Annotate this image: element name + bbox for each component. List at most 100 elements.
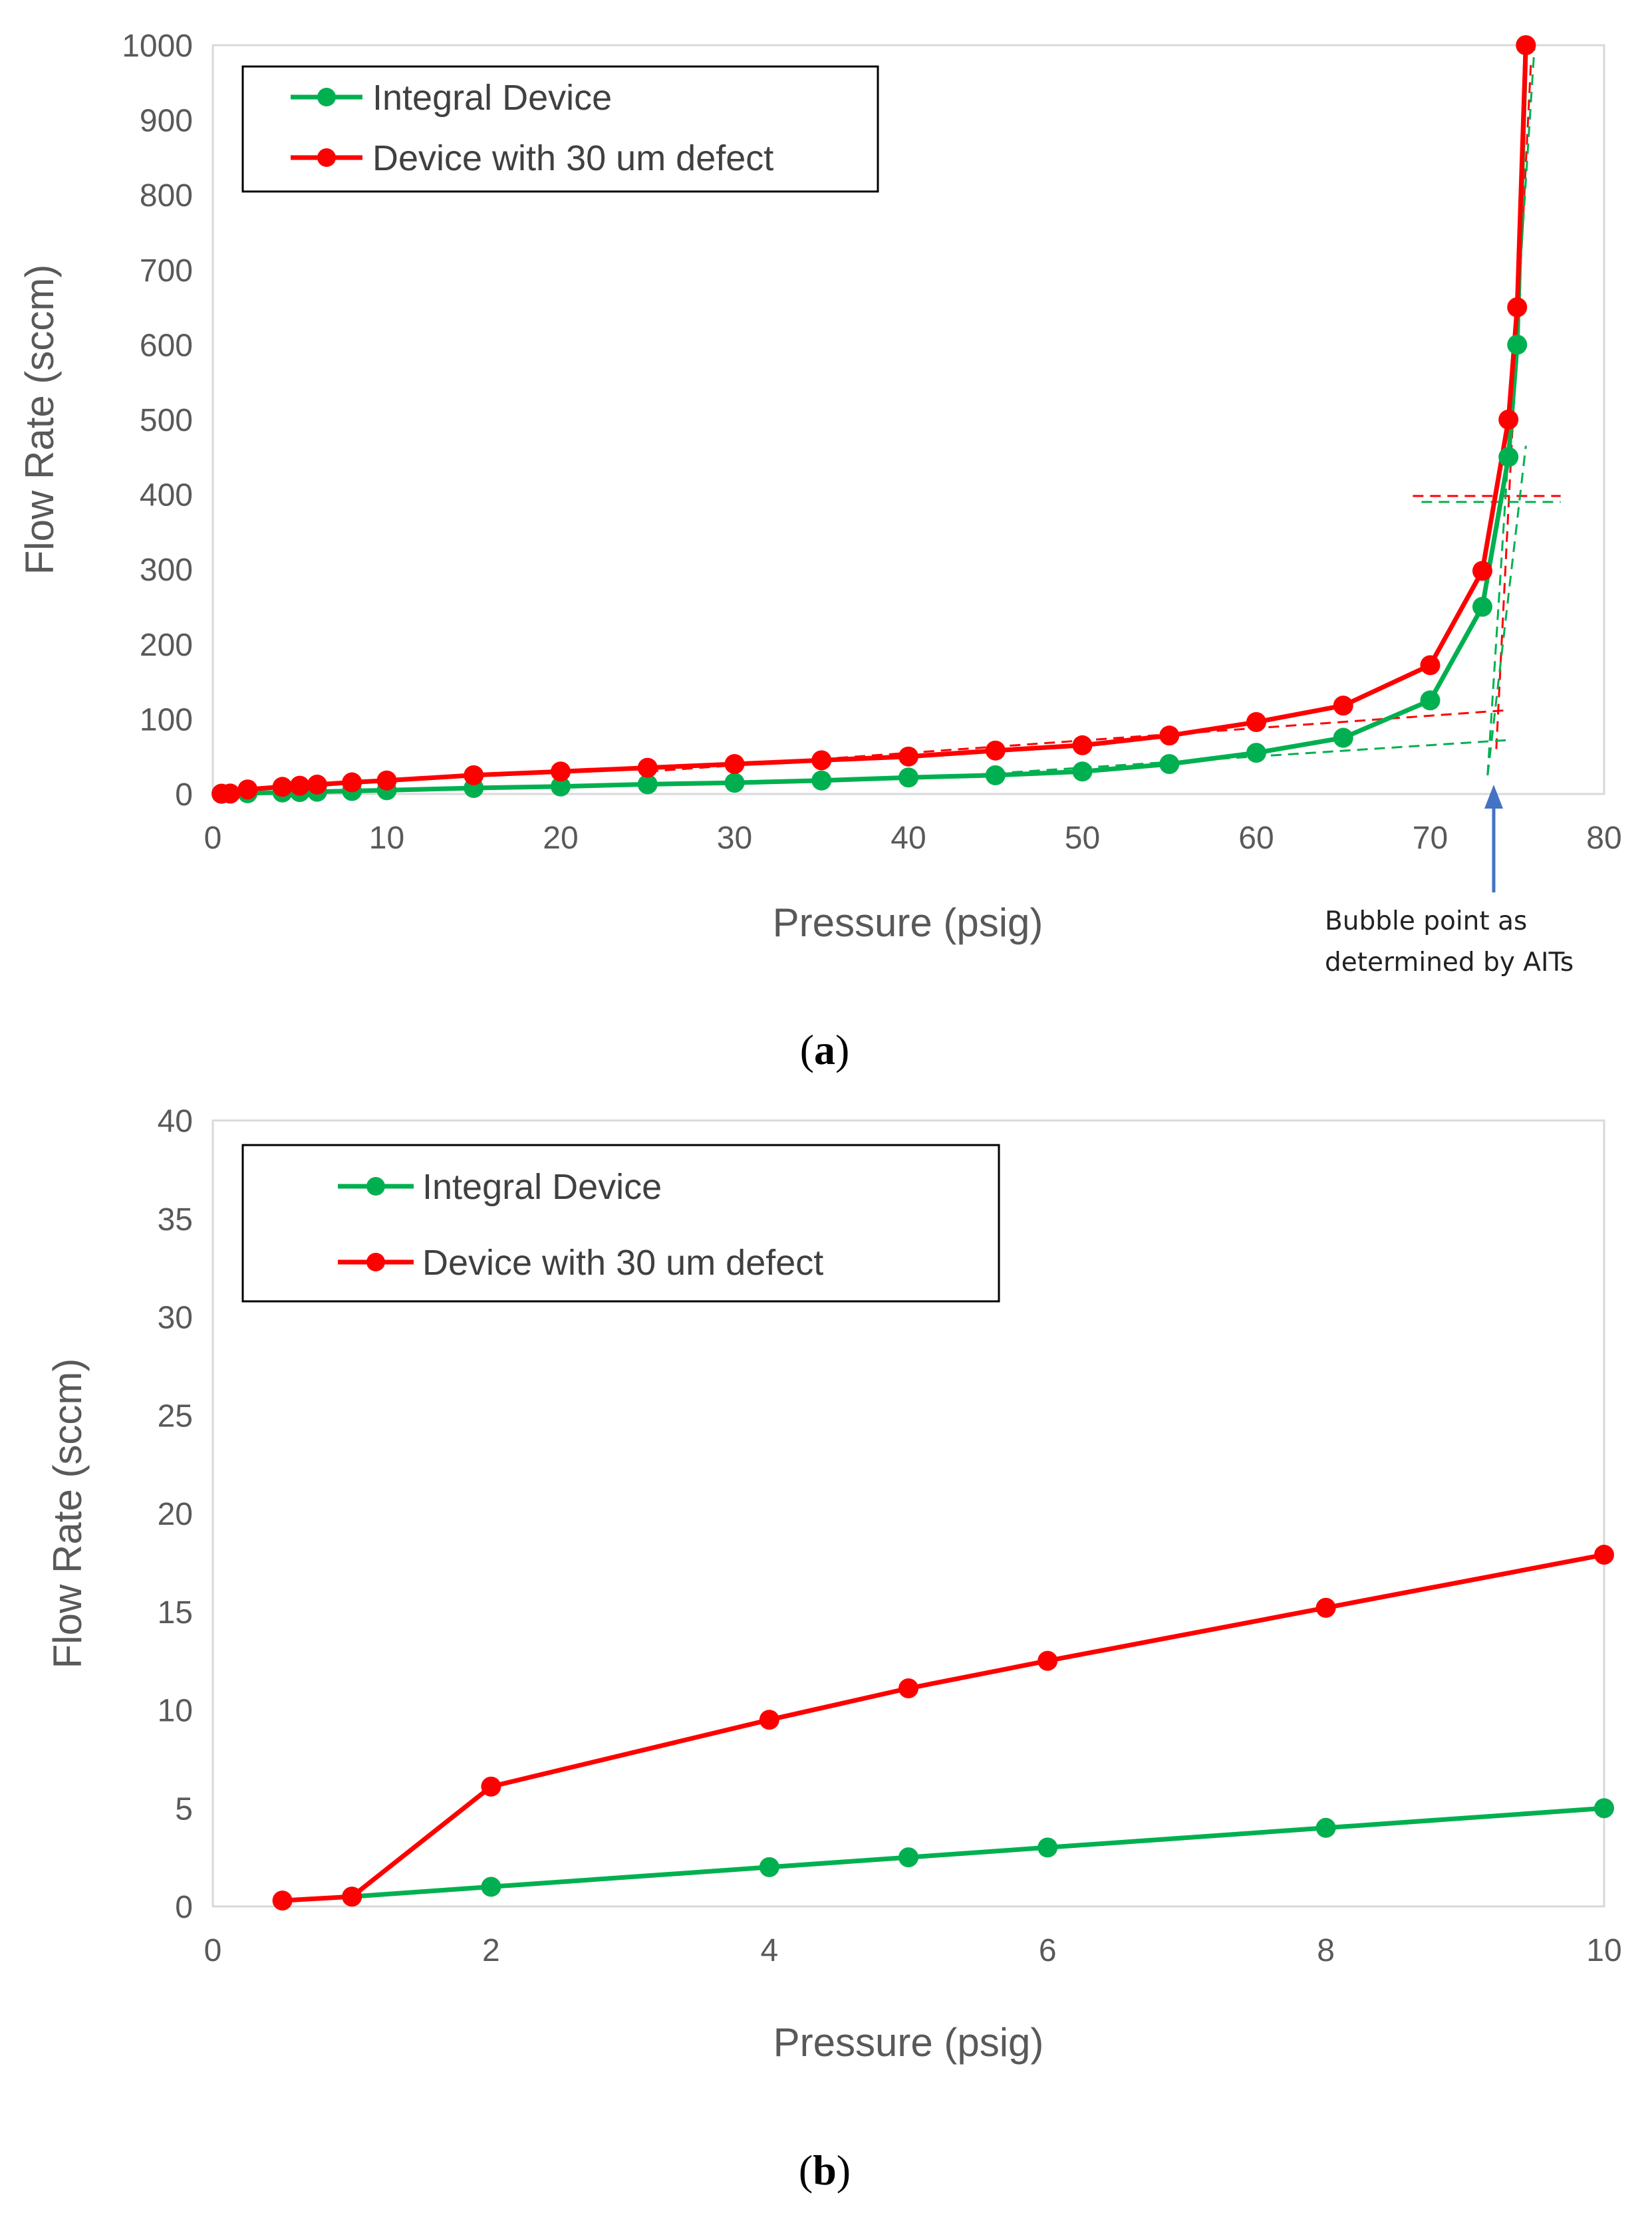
x-tick-label-a-70: 70 bbox=[1413, 821, 1448, 856]
y-tick-label-a-100: 100 bbox=[140, 702, 193, 737]
y-tick-label-b-10: 10 bbox=[158, 1694, 193, 1729]
data-point-a-device-with-30-um-defect-12 bbox=[811, 750, 832, 771]
y-tick-label-b-5: 5 bbox=[175, 1791, 193, 1827]
x-tick-label-a-60: 60 bbox=[1238, 821, 1274, 856]
bubble-point-label-line1: Bubble point as bbox=[1325, 906, 1527, 936]
data-point-a-integral-device-20 bbox=[1472, 596, 1492, 617]
series-line-b-integral-device bbox=[351, 1805, 1605, 1899]
y-tick-label-b-0: 0 bbox=[175, 1890, 193, 1925]
data-point-a-integral-device-11 bbox=[724, 773, 745, 793]
data-point-a-integral-device-21 bbox=[1498, 447, 1519, 467]
x-tick-label-a-10: 10 bbox=[369, 821, 404, 856]
data-point-b-device-with-30-um-defect-6 bbox=[1315, 1597, 1336, 1618]
data-point-b-integral-device-3 bbox=[898, 1847, 918, 1868]
data-point-a-integral-device-18 bbox=[1333, 727, 1353, 748]
series-line-b-device-with-30-um-defect bbox=[282, 1552, 1605, 1903]
x-tick-label-a-50: 50 bbox=[1065, 821, 1100, 856]
y-tick-label-a-300: 300 bbox=[140, 553, 193, 588]
data-point-b-device-with-30-um-defect-4 bbox=[898, 1678, 918, 1698]
data-point-a-device-with-30-um-defect-4 bbox=[289, 775, 310, 796]
y-axis-label-b: Flow Rate (sccm) bbox=[45, 1359, 90, 1669]
legend-marker-defect-device-b bbox=[366, 1253, 385, 1271]
bubble-point-arrow-head bbox=[1484, 785, 1503, 809]
series-lines-b bbox=[272, 1545, 1614, 1911]
x-tick-label-a-20: 20 bbox=[543, 821, 578, 856]
data-point-a-integral-device-14 bbox=[985, 765, 1006, 785]
x-axis-label-b: Pressure (psig) bbox=[773, 2020, 1044, 2065]
data-point-a-device-with-30-um-defect-13 bbox=[898, 746, 918, 767]
data-point-a-integral-device-16 bbox=[1159, 753, 1180, 774]
data-point-b-integral-device-1 bbox=[481, 1877, 501, 1897]
caption-letter-b: b bbox=[813, 2147, 837, 2194]
data-point-a-device-with-30-um-defect-17 bbox=[1246, 712, 1266, 732]
y-tick-label-b-15: 15 bbox=[158, 1595, 193, 1630]
chart-panel-b: 0 5 10 15 20 25 30 35 40 0 2 4 6 8 10 Flow Rate (sccm… bbox=[45, 1104, 1622, 2065]
series-lines-a bbox=[211, 35, 1536, 804]
x-tick-label-b-2: 2 bbox=[482, 1933, 500, 1968]
y-tick-label-a-200: 200 bbox=[140, 628, 193, 663]
data-point-a-device-with-30-um-defect-2 bbox=[237, 779, 258, 800]
data-point-a-device-with-30-um-defect-20 bbox=[1472, 561, 1492, 581]
data-point-a-integral-device-12 bbox=[811, 770, 832, 791]
data-point-b-integral-device-4 bbox=[1037, 1837, 1058, 1858]
data-point-a-integral-device-13 bbox=[898, 767, 918, 788]
data-point-a-device-with-30-um-defect-5 bbox=[307, 774, 327, 795]
legend-label-integral-device-a: Integral Device bbox=[372, 78, 612, 118]
legend-box-a bbox=[241, 65, 879, 193]
legend-label-defect-device-b: Device with 30 um defect bbox=[422, 1243, 823, 1283]
x-tick-label-b-8: 8 bbox=[1317, 1933, 1335, 1968]
y-tick-labels-b: 0 5 10 15 20 25 30 35 40 bbox=[158, 1104, 193, 1925]
bubble-point-label-line2: determined by AITs bbox=[1325, 948, 1574, 977]
x-tick-label-a-40: 40 bbox=[891, 821, 926, 856]
legend-box-b bbox=[241, 1144, 1000, 1303]
y-tick-label-a-400: 400 bbox=[140, 478, 193, 513]
data-point-a-device-with-30-um-defect-11 bbox=[724, 753, 745, 774]
y-tick-label-a-800: 800 bbox=[140, 178, 193, 213]
data-point-a-device-with-30-um-defect-23 bbox=[1516, 35, 1536, 55]
y-tick-label-b-30: 30 bbox=[158, 1301, 193, 1336]
data-point-b-integral-device-6 bbox=[1594, 1798, 1614, 1819]
y-tick-label-a-0: 0 bbox=[175, 777, 193, 813]
data-point-a-device-with-30-um-defect-10 bbox=[637, 757, 658, 778]
y-tick-label-b-35: 35 bbox=[158, 1202, 193, 1237]
caption-b: (b) bbox=[799, 2147, 851, 2194]
y-tick-label-a-600: 600 bbox=[140, 328, 193, 363]
x-tick-label-b-6: 6 bbox=[1039, 1933, 1057, 1968]
caption-a: (a) bbox=[800, 1026, 850, 1073]
x-tick-labels-a: 0 10 20 30 40 50 60 70 80 bbox=[204, 821, 1622, 856]
data-point-a-device-with-30-um-defect-1 bbox=[220, 783, 241, 804]
y-tick-label-b-40: 40 bbox=[158, 1104, 193, 1139]
y-tick-label-a-900: 900 bbox=[140, 104, 193, 139]
data-point-b-device-with-30-um-defect-1 bbox=[342, 1887, 362, 1907]
x-tick-label-b-10: 10 bbox=[1586, 1933, 1621, 1968]
guide-line-a-2 bbox=[1495, 60, 1532, 749]
data-point-a-integral-device-10 bbox=[637, 774, 658, 795]
data-point-a-integral-device-17 bbox=[1246, 743, 1266, 763]
data-point-a-device-with-30-um-defect-8 bbox=[464, 765, 484, 785]
x-tick-label-a-0: 0 bbox=[204, 821, 222, 856]
data-point-b-device-with-30-um-defect-0 bbox=[272, 1890, 293, 1911]
x-tick-label-b-4: 4 bbox=[760, 1933, 778, 1968]
legend-marker-integral-device-a bbox=[317, 88, 336, 106]
y-tick-labels-a: 0 100 200 300 400 500 600 700 800 900 1000 bbox=[122, 29, 193, 813]
data-point-a-device-with-30-um-defect-19 bbox=[1420, 655, 1441, 676]
data-point-a-device-with-30-um-defect-18 bbox=[1333, 696, 1353, 716]
plot-area-frame-b bbox=[211, 1119, 1605, 1908]
data-point-a-device-with-30-um-defect-14 bbox=[985, 740, 1006, 761]
y-tick-label-a-700: 700 bbox=[140, 253, 193, 289]
data-point-b-device-with-30-um-defect-5 bbox=[1037, 1650, 1058, 1671]
data-point-a-device-with-30-um-defect-15 bbox=[1072, 735, 1093, 755]
x-axis-label-a: Pressure (psig) bbox=[773, 900, 1043, 945]
legend-b: Integral Device Device with 30 um defect bbox=[241, 1144, 1000, 1303]
data-point-b-device-with-30-um-defect-3 bbox=[759, 1710, 779, 1730]
y-axis-label-a: Flow Rate (sccm) bbox=[17, 265, 62, 575]
data-point-a-device-with-30-um-defect-7 bbox=[376, 770, 397, 791]
data-point-a-device-with-30-um-defect-22 bbox=[1507, 297, 1528, 318]
legend-marker-defect-device-a bbox=[317, 148, 336, 167]
data-point-b-device-with-30-um-defect-7 bbox=[1594, 1545, 1614, 1565]
data-point-a-integral-device-15 bbox=[1072, 761, 1093, 782]
guide-line-a-5 bbox=[1486, 446, 1527, 776]
x-tick-label-b-0: 0 bbox=[204, 1933, 222, 1968]
y-tick-label-a-1000: 1000 bbox=[122, 29, 193, 64]
